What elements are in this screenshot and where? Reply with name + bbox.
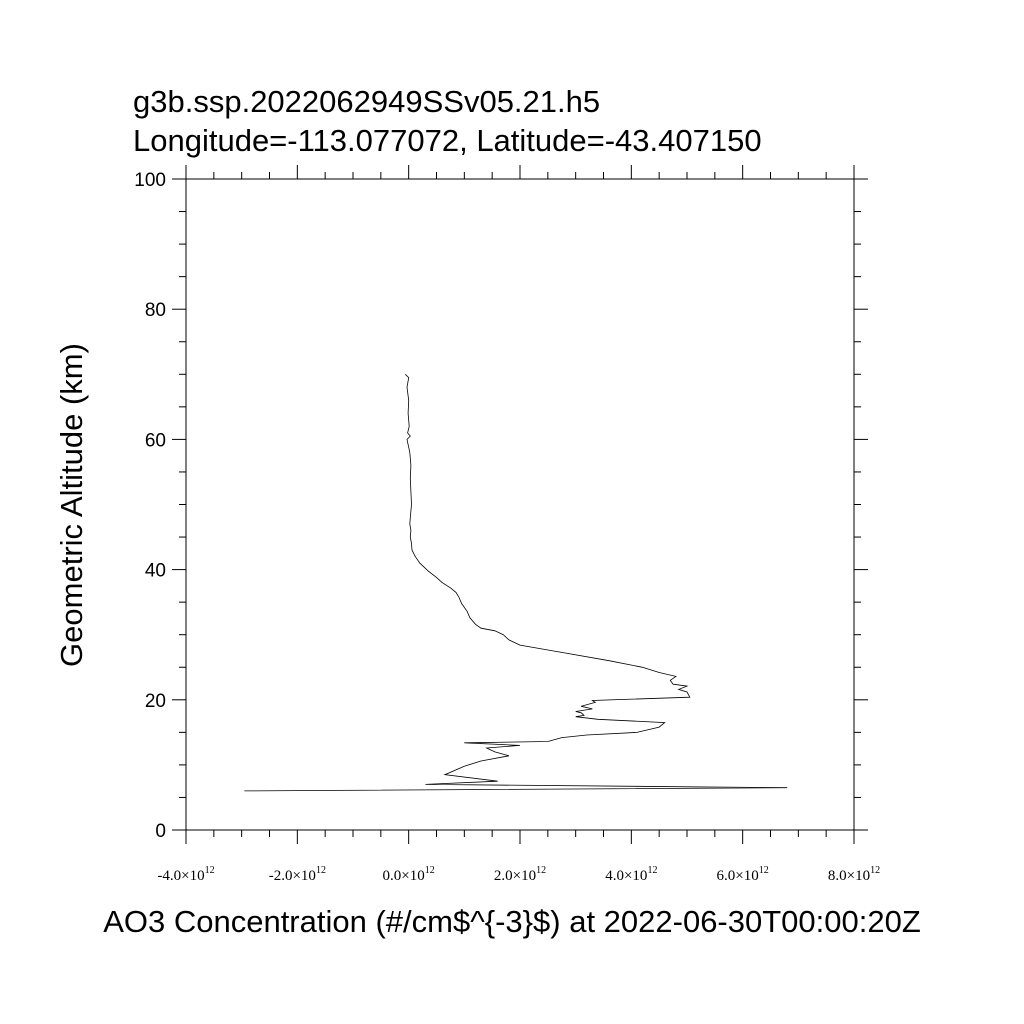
series-line (244, 374, 788, 792)
x-axis-label: AO3 Concentration (#/cm$^{-3}$) at 2022-… (103, 904, 921, 939)
y-axis-label: Geometric Altitude (km) (54, 343, 89, 667)
plot-frame (185, 178, 855, 831)
x-tick-label: -2.0×1012 (269, 865, 326, 884)
chart-title-line-1: g3b.ssp.2022062949SSv05.21.h5 (133, 84, 600, 119)
x-tick-label: 8.0×1012 (828, 865, 880, 884)
y-tick-label: 60 (145, 430, 166, 451)
y-axis-ticks: 0 20 40 60 80 100 (134, 170, 868, 842)
y-tick-label: 20 (145, 691, 166, 712)
x-tick-label: 0.0×1012 (383, 865, 435, 884)
y-tick-label: 40 (145, 561, 166, 582)
y-tick-label: 0 (155, 821, 166, 842)
x-tick-label: 2.0×1012 (494, 865, 546, 884)
y-tick-label: 100 (134, 170, 166, 191)
x-tick-label: 4.0×1012 (605, 865, 657, 884)
chart-title-line-2: Longitude=-113.077072, Latitude=-43.4071… (133, 123, 762, 158)
x-tick-label: 6.0×1012 (717, 865, 769, 884)
x-axis-ticks: -4.0×1012 -2.0×1012 0.0×1012 2.0×1012 4.0×10… (157, 165, 880, 884)
y-tick-label: 80 (145, 300, 166, 321)
x-tick-label: -4.0×1012 (157, 865, 214, 884)
